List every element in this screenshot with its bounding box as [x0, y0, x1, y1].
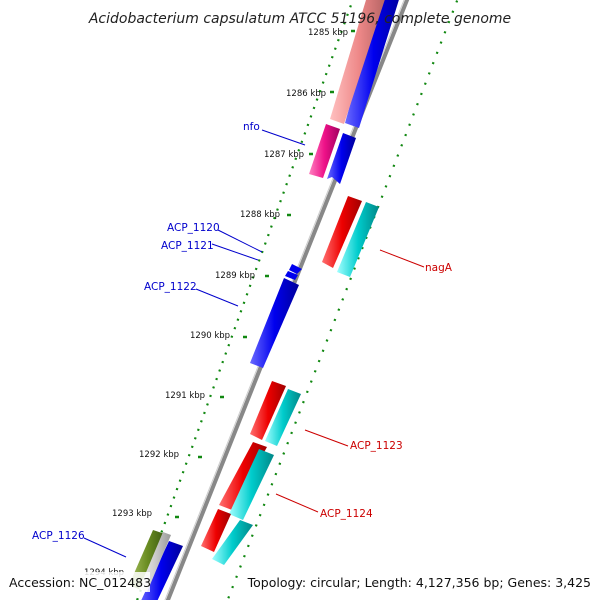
rna-feature[interactable] [229, 449, 274, 520]
scale-tick-marks [175, 29, 355, 519]
tick-label: 1285 kbp [308, 28, 348, 38]
gene-label-acp1120[interactable]: ACP_1120 [167, 222, 220, 234]
mobile-element-feature[interactable] [309, 124, 340, 178]
gene-label-naga[interactable]: nagA [425, 262, 453, 274]
forward-cds-feature[interactable] [139, 541, 183, 600]
salmon-feature[interactable] [330, 0, 388, 124]
gene-labels: nfo ACP_1120 ACP_1121 ACP_1122 nagA ACP_… [32, 121, 453, 542]
gene-label-acp1123[interactable]: ACP_1123 [350, 440, 403, 452]
naga-feature[interactable] [322, 196, 362, 268]
tick-label: 1293 kbp [112, 509, 152, 519]
gene-label-acp1126[interactable]: ACP_1126 [32, 530, 85, 542]
acp1120-feature[interactable] [289, 264, 302, 274]
forward-cds-feature[interactable] [345, 0, 402, 128]
tick-label: 1290 kbp [190, 331, 230, 341]
gene-label-acp1122[interactable]: ACP_1122 [144, 281, 197, 293]
gene-label-acp1121[interactable]: ACP_1121 [161, 240, 214, 252]
label-callouts [83, 129, 425, 558]
tick-label: 1287 kbp [264, 150, 304, 160]
scale-labels: 1285 kbp 1286 kbp 1287 kbp 1288 kbp 1289… [84, 28, 348, 578]
outer-gc-dotted-track [226, 0, 459, 600]
reverse-strand-features [201, 196, 379, 565]
acp1123-feature[interactable] [250, 381, 286, 440]
rna-feature[interactable] [337, 202, 379, 277]
acp1122-feature[interactable] [250, 278, 299, 368]
tick-label: 1289 kbp [215, 271, 255, 281]
accession-box [6, 572, 150, 592]
tick-label: 1286 kbp [286, 89, 326, 99]
rna-feature[interactable] [265, 389, 301, 446]
gene-label-nfo[interactable]: nfo [243, 121, 260, 133]
gene-label-acp1124[interactable]: ACP_1124 [320, 508, 373, 520]
reverse-cds-feature[interactable] [201, 509, 231, 552]
map-title: Acidobacterium capsulatum ATCC 51196, co… [88, 11, 511, 27]
tick-label: 1288 kbp [240, 210, 280, 220]
genome-summary-text: Topology: circular; Length: 4,127,356 bp… [247, 575, 591, 590]
tick-label: 1291 kbp [165, 391, 205, 401]
rna-feature[interactable] [212, 520, 253, 565]
tick-label: 1292 kbp [139, 450, 179, 460]
accession-text: Accession: NC_012483 [9, 575, 151, 590]
acp1121-feature[interactable] [285, 271, 298, 280]
forward-cds-feature[interactable] [327, 133, 356, 184]
summary-box [258, 572, 594, 592]
